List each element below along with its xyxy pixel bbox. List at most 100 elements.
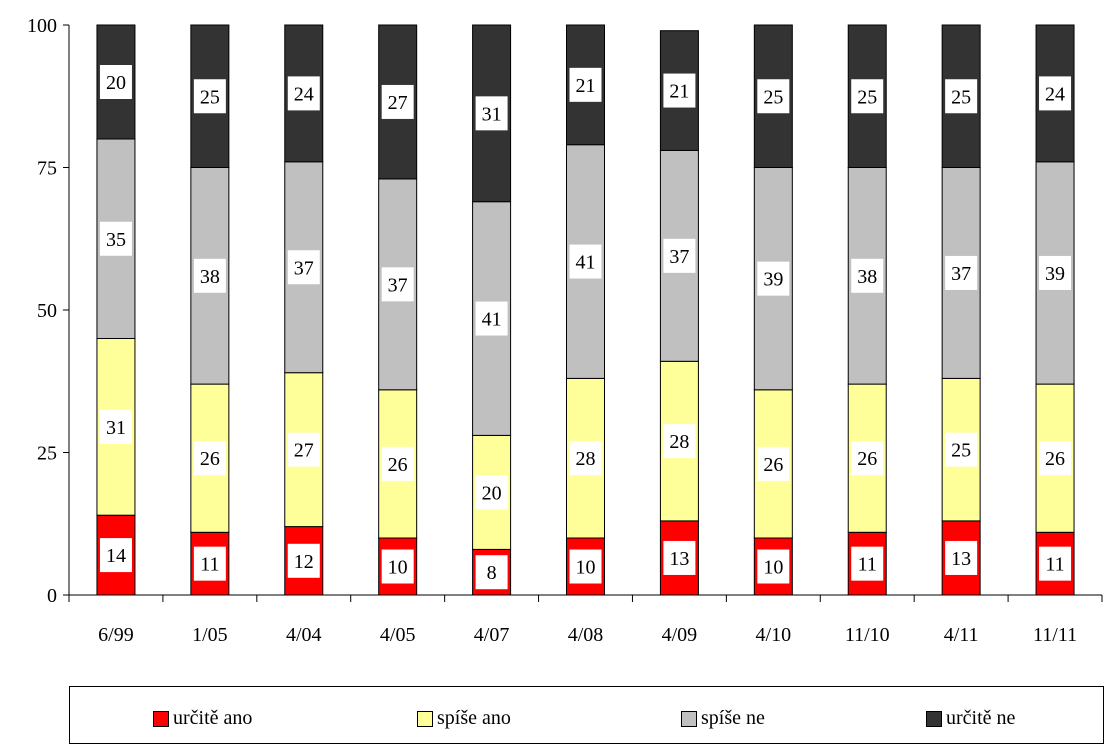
data-label: 24	[1045, 83, 1065, 105]
data-label-bg	[851, 441, 884, 476]
data-label: 38	[200, 266, 220, 288]
x-tick-label: 4/07	[474, 624, 510, 646]
data-label: 21	[669, 81, 689, 103]
x-axis: 6/99 1/05 4/04 4/05 4/07 4/08 4/09 4/10 11/10 4/1…	[68, 594, 1103, 646]
legend-swatch-1	[153, 710, 169, 727]
data-label-bg	[475, 475, 508, 510]
data-label: 10	[388, 557, 408, 579]
data-label: 25	[951, 86, 971, 108]
data-label: 31	[106, 417, 126, 439]
bars: 14 31 35 20 11 26 38 25 12 27 37 24 10 26 37 27 8 20 41 31 1…	[96, 24, 1075, 596]
data-label: 39	[763, 269, 783, 291]
data-label: 26	[763, 454, 783, 476]
x-tick-label: 4/05	[380, 624, 416, 646]
data-label-bg	[851, 546, 884, 581]
data-label-bg	[663, 424, 696, 459]
data-label-bg	[1039, 441, 1072, 476]
data-label: 13	[669, 548, 689, 570]
data-label-bg	[757, 261, 790, 296]
data-label: 37	[388, 274, 408, 296]
data-label: 27	[388, 92, 408, 114]
data-label: 41	[576, 252, 596, 274]
data-label-bg	[287, 250, 320, 285]
data-label-bg	[569, 441, 602, 476]
data-label-bg	[287, 432, 320, 467]
y-tick-label: 100	[27, 15, 57, 37]
x-tick-label: 4/11	[944, 624, 979, 646]
data-label: 20	[106, 72, 126, 94]
data-label: 25	[951, 440, 971, 462]
x-tick-label: 4/09	[662, 624, 698, 646]
legend-label-2: spíše ano	[437, 707, 511, 729]
data-label-bg	[757, 549, 790, 584]
x-tick-label: 4/08	[568, 624, 604, 646]
data-label-bg	[757, 446, 790, 481]
legend-label-1: určitě ano	[173, 707, 253, 729]
data-label-bg	[945, 255, 978, 290]
x-tick-label: 4/10	[756, 624, 792, 646]
data-label: 41	[482, 309, 502, 331]
legend-item-1: určitě ano	[153, 707, 252, 730]
data-label: 21	[576, 75, 596, 97]
data-label-bg	[193, 79, 226, 114]
data-label-bg	[99, 221, 132, 256]
data-label-bg	[945, 79, 978, 114]
data-label: 25	[763, 86, 783, 108]
data-label-bg	[945, 432, 978, 467]
data-label-bg	[193, 258, 226, 293]
data-label-bg	[569, 67, 602, 102]
data-label-bg	[851, 79, 884, 114]
data-label: 38	[857, 266, 877, 288]
data-label: 25	[200, 86, 220, 108]
legend-label-4: určitě ne	[946, 707, 1016, 729]
legend: určitě ano spíše ano spíše ne určitě ne	[69, 686, 1104, 744]
data-label: 35	[106, 229, 126, 251]
data-label: 10	[576, 557, 596, 579]
data-label: 11	[1045, 554, 1064, 576]
data-label-bg	[381, 84, 414, 119]
y-tick-label: 0	[47, 585, 57, 607]
data-label: 37	[294, 257, 314, 279]
legend-swatch-3	[681, 710, 697, 727]
data-label-bg	[193, 441, 226, 476]
data-label-bg	[663, 540, 696, 575]
legend-item-3: spíše ne	[681, 707, 765, 730]
data-label: 20	[482, 482, 502, 504]
data-label: 26	[388, 454, 408, 476]
legend-swatch-2	[417, 710, 433, 727]
data-label: 37	[951, 263, 971, 285]
data-label: 37	[669, 246, 689, 268]
data-label: 31	[482, 103, 502, 125]
legend-item-4: určitě ne	[926, 707, 1015, 730]
legend-swatch-4	[926, 710, 942, 727]
y-axis: 0 25 50 75 100	[27, 15, 70, 607]
x-tick-label: 11/11	[1033, 624, 1077, 646]
data-label: 26	[200, 448, 220, 470]
data-label-bg	[475, 555, 508, 590]
data-label: 26	[857, 448, 877, 470]
data-label-bg	[475, 301, 508, 336]
y-tick-label: 75	[37, 158, 57, 180]
data-label: 8	[487, 562, 497, 584]
data-label-bg	[99, 65, 132, 99]
data-label: 28	[669, 431, 689, 453]
data-label: 39	[1045, 263, 1065, 285]
data-label: 26	[1045, 448, 1065, 470]
data-label: 10	[763, 557, 783, 579]
data-label-bg	[99, 538, 132, 573]
data-label-bg	[381, 267, 414, 302]
data-label-bg	[757, 79, 790, 114]
x-tick-label: 4/04	[286, 624, 322, 646]
x-tick-label: 6/99	[98, 624, 134, 646]
data-label: 24	[294, 83, 314, 105]
data-label-bg	[99, 409, 132, 444]
data-label-bg	[475, 96, 508, 131]
data-label: 13	[951, 548, 971, 570]
data-label: 27	[294, 440, 314, 462]
legend-item-2: spíše ano	[417, 707, 511, 730]
data-label-bg	[663, 73, 696, 108]
data-label-bg	[193, 546, 226, 581]
x-tick-label: 11/10	[845, 624, 890, 646]
data-label-bg	[287, 543, 320, 578]
